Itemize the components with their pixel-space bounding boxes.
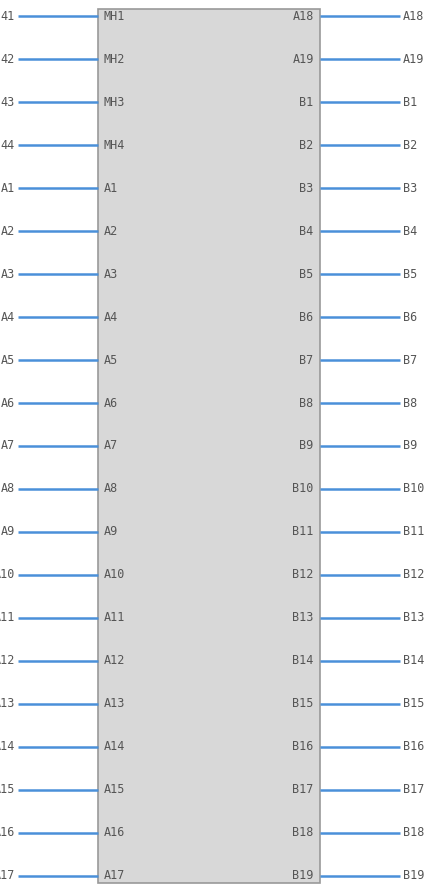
Text: A9: A9: [0, 525, 15, 539]
Text: B8: B8: [403, 397, 417, 409]
Text: A9: A9: [104, 525, 118, 539]
Text: A10: A10: [104, 568, 125, 582]
Text: A5: A5: [104, 353, 118, 367]
Text: B17: B17: [403, 783, 424, 797]
Text: A14: A14: [104, 740, 125, 754]
Text: B7: B7: [299, 353, 313, 367]
Text: B7: B7: [403, 353, 417, 367]
Text: 42: 42: [0, 53, 15, 65]
Text: B5: B5: [403, 268, 417, 280]
Text: B6: B6: [299, 310, 313, 324]
Text: A8: A8: [104, 483, 118, 495]
Text: A18: A18: [403, 10, 424, 22]
Text: MH2: MH2: [104, 53, 125, 65]
Text: A11: A11: [0, 612, 15, 624]
Text: B8: B8: [299, 397, 313, 409]
Text: A6: A6: [104, 397, 118, 409]
Text: B10: B10: [403, 483, 424, 495]
Text: B15: B15: [292, 698, 313, 710]
Text: B5: B5: [299, 268, 313, 280]
Bar: [98, 9, 320, 883]
Text: A4: A4: [104, 310, 118, 324]
Text: B18: B18: [292, 827, 313, 839]
Text: A16: A16: [104, 827, 125, 839]
Text: A5: A5: [0, 353, 15, 367]
Text: 44: 44: [0, 138, 15, 152]
Text: A11: A11: [104, 612, 125, 624]
Text: A2: A2: [104, 225, 118, 237]
Text: A3: A3: [0, 268, 15, 280]
Text: B12: B12: [403, 568, 424, 582]
Text: B14: B14: [403, 655, 424, 667]
Text: A15: A15: [104, 783, 125, 797]
Text: B16: B16: [403, 740, 424, 754]
Text: B14: B14: [292, 655, 313, 667]
Text: A12: A12: [104, 655, 125, 667]
Text: B13: B13: [292, 612, 313, 624]
Text: A17: A17: [0, 870, 15, 882]
Text: A16: A16: [0, 827, 15, 839]
Text: 43: 43: [0, 95, 15, 109]
Text: A2: A2: [0, 225, 15, 237]
Text: A13: A13: [104, 698, 125, 710]
Text: A15: A15: [0, 783, 15, 797]
Text: B19: B19: [292, 870, 313, 882]
Text: B16: B16: [292, 740, 313, 754]
Text: B2: B2: [403, 138, 417, 152]
Text: A8: A8: [0, 483, 15, 495]
Text: B4: B4: [403, 225, 417, 237]
Text: B4: B4: [299, 225, 313, 237]
Text: A4: A4: [0, 310, 15, 324]
Text: B2: B2: [299, 138, 313, 152]
Text: B12: B12: [292, 568, 313, 582]
Text: A19: A19: [403, 53, 424, 65]
Text: A7: A7: [104, 440, 118, 452]
Text: B17: B17: [292, 783, 313, 797]
Text: B9: B9: [403, 440, 417, 452]
Text: B1: B1: [403, 95, 417, 109]
Text: B13: B13: [403, 612, 424, 624]
Text: MH3: MH3: [104, 95, 125, 109]
Text: A6: A6: [0, 397, 15, 409]
Text: A7: A7: [0, 440, 15, 452]
Text: A1: A1: [104, 182, 118, 194]
Text: B11: B11: [292, 525, 313, 539]
Text: A19: A19: [292, 53, 313, 65]
Text: B18: B18: [403, 827, 424, 839]
Text: MH1: MH1: [104, 10, 125, 22]
Text: A3: A3: [104, 268, 118, 280]
Text: B1: B1: [299, 95, 313, 109]
Text: A17: A17: [104, 870, 125, 882]
Text: B3: B3: [299, 182, 313, 194]
Text: A1: A1: [0, 182, 15, 194]
Text: A13: A13: [0, 698, 15, 710]
Text: B3: B3: [403, 182, 417, 194]
Text: 41: 41: [0, 10, 15, 22]
Text: B19: B19: [403, 870, 424, 882]
Text: B11: B11: [403, 525, 424, 539]
Text: A12: A12: [0, 655, 15, 667]
Text: B9: B9: [299, 440, 313, 452]
Text: A18: A18: [292, 10, 313, 22]
Text: B15: B15: [403, 698, 424, 710]
Text: A14: A14: [0, 740, 15, 754]
Text: B6: B6: [403, 310, 417, 324]
Text: B10: B10: [292, 483, 313, 495]
Text: MH4: MH4: [104, 138, 125, 152]
Text: A10: A10: [0, 568, 15, 582]
